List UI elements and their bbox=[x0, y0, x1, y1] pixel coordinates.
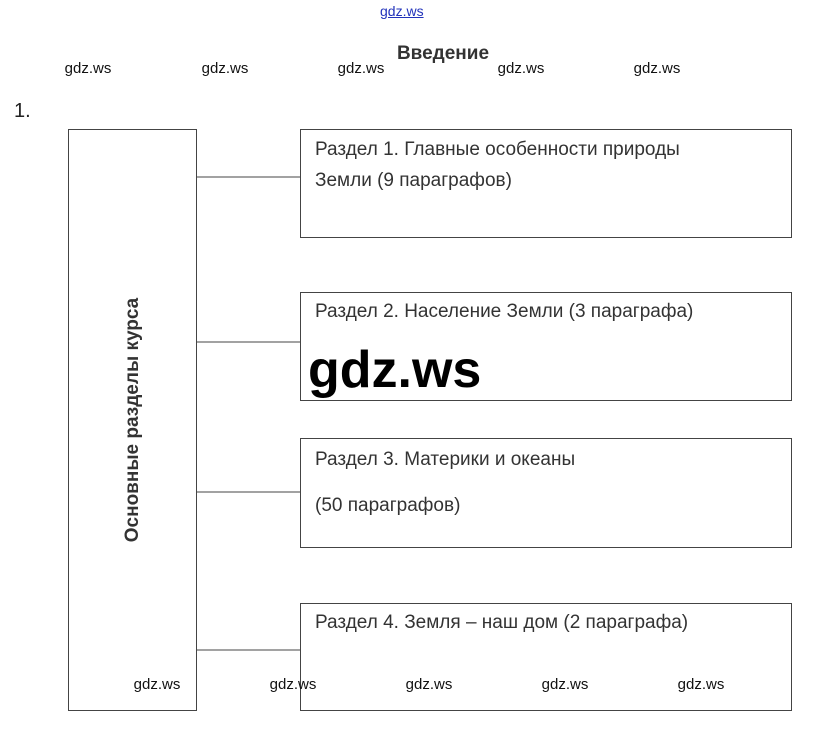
watermark: gdz.ws bbox=[677, 676, 725, 693]
task-number: 1. bbox=[14, 100, 31, 122]
watermark: gdz.ws bbox=[133, 676, 181, 693]
watermark: gdz.ws bbox=[201, 60, 249, 77]
watermark: gdz.ws bbox=[64, 60, 112, 77]
root-label: Основные разделы курса bbox=[122, 297, 143, 543]
section-text: Раздел 4. Земля – наш дом (2 параграфа) bbox=[315, 612, 689, 633]
section-text: Раздел 1. Главные особенности природы bbox=[315, 139, 680, 160]
page-title: Введение bbox=[396, 43, 490, 64]
watermark: gdz.ws bbox=[541, 676, 589, 693]
section-box bbox=[300, 438, 792, 548]
watermark: gdz.ws bbox=[497, 60, 545, 77]
root-box: Основные разделы курса bbox=[68, 129, 197, 711]
watermark: gdz.ws bbox=[633, 60, 681, 77]
watermark: gdz.ws bbox=[269, 676, 317, 693]
section-text: Раздел 2. Население Земли (3 параграфа) bbox=[315, 301, 694, 322]
section-box bbox=[300, 129, 792, 238]
watermark: gdz.ws bbox=[337, 60, 385, 77]
site-link[interactable]: gdz.ws bbox=[380, 3, 424, 19]
section-box bbox=[300, 292, 792, 401]
section-box bbox=[300, 603, 792, 711]
section-text: Земли (9 параграфов) bbox=[315, 170, 512, 191]
section-text: (50 параграфов) bbox=[315, 495, 461, 516]
watermark: gdz.ws bbox=[405, 676, 453, 693]
big-watermark: gdz.ws bbox=[308, 341, 482, 399]
section-text: Раздел 3. Материки и океаны bbox=[315, 449, 576, 470]
